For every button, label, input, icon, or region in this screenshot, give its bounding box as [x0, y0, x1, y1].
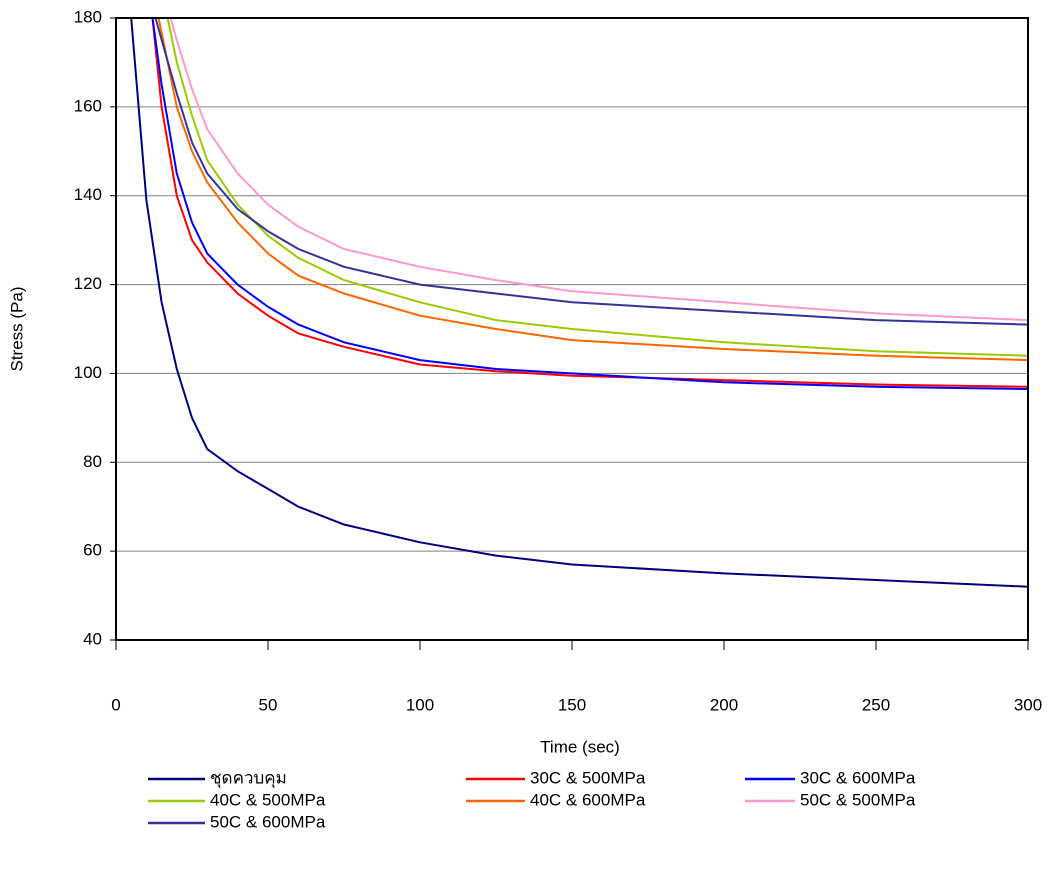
x-tick-label: 200: [710, 695, 738, 714]
grid: [110, 17, 1029, 650]
y-tick-label: 60: [83, 541, 102, 560]
legend-label: 30C & 500MPa: [530, 768, 646, 787]
x-tick-label: 0: [111, 695, 120, 714]
legend-label: ชุดควบคุม: [210, 768, 287, 788]
x-tick-label: 300: [1014, 695, 1042, 714]
x-tick-label: 250: [862, 695, 890, 714]
x-tick-label: 50: [259, 695, 278, 714]
x-axis-title: Time (sec): [540, 737, 620, 756]
data-line: [169, 18, 1028, 322]
data-line: [130, 18, 1028, 588]
legend-label: 40C & 600MPa: [530, 790, 646, 809]
data-line: [166, 18, 1028, 357]
x-tick-label: 150: [558, 695, 586, 714]
data-line: [154, 18, 1028, 326]
legend-label: 40C & 500MPa: [210, 790, 326, 809]
y-tick-label: 100: [74, 363, 102, 382]
legend: ชุดควบคุม 30C & 500MPa 30C & 600MPa 40C & 5…: [148, 768, 916, 831]
data-line: [157, 18, 1028, 362]
y-tick-label: 160: [74, 96, 102, 115]
y-axis-title: Stress (Pa): [7, 286, 26, 371]
legend-label: 50C & 500MPa: [800, 790, 916, 809]
y-tick-label: 140: [74, 185, 102, 204]
x-tick-label: 100: [406, 695, 434, 714]
y-tick-label: 120: [74, 274, 102, 293]
plot-border: [115, 17, 1029, 641]
data-line: [151, 18, 1028, 390]
legend-label: 50C & 600MPa: [210, 812, 326, 831]
y-tick-label: 80: [83, 452, 102, 471]
y-tick-label: 40: [83, 629, 102, 648]
legend-label: 30C & 600MPa: [800, 768, 916, 787]
y-tick-label: 180: [74, 7, 102, 26]
plot-lines: [130, 18, 1028, 588]
